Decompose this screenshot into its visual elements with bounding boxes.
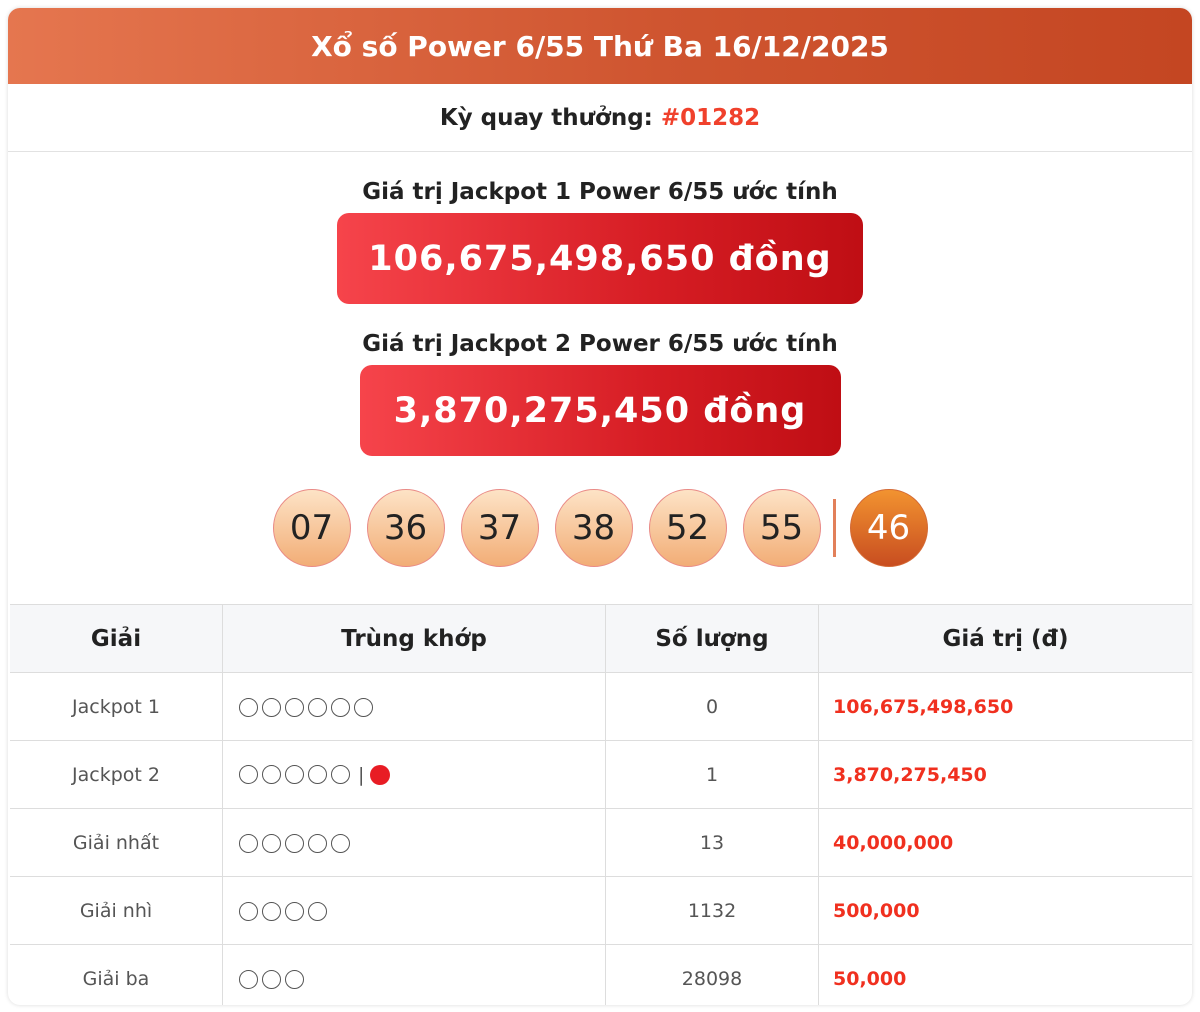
draw-label: Kỳ quay thưởng: [439, 104, 653, 131]
special-number-ball: 46 [849, 489, 928, 567]
col-prize: Giải [10, 604, 223, 673]
match-circle-icon [262, 697, 281, 717]
jackpot1-label: Giá trị Jackpot 1 Power 6/55 ước tính [362, 179, 838, 205]
prize-name: Jackpot 2 [10, 740, 223, 809]
match-circle-icon [331, 833, 350, 853]
prize-value: 40,000,000 [818, 808, 1192, 877]
table-row: Jackpot 2 | 1 3,870,275,450 [10, 740, 1192, 809]
prize-name: Giải nhì [10, 876, 223, 945]
match-pattern [222, 672, 606, 741]
winner-count: 1132 [605, 876, 819, 945]
winner-count: 1 [605, 740, 819, 809]
jackpot2-value: 3,870,275,450 đồng [359, 365, 841, 456]
match-circle-icon [308, 901, 327, 921]
match-circle-icon [285, 969, 304, 989]
match-circle-icon [262, 969, 281, 989]
col-count: Số lượng [605, 604, 819, 673]
prize-value: 3,870,275,450 [818, 740, 1192, 809]
col-match: Trùng khớp [222, 604, 606, 673]
number-ball: 07 [272, 489, 351, 567]
prize-table: Giải Trùng khớp Số lượng Giá trị (đ) Jac… [10, 604, 1192, 1005]
match-circle-icon [239, 833, 258, 853]
winner-count: 0 [605, 672, 819, 741]
match-pattern: | [222, 740, 606, 809]
match-circle-icon [331, 697, 350, 717]
number-ball: 37 [460, 489, 539, 567]
number-ball: 55 [742, 489, 821, 567]
match-circle-icon [262, 833, 281, 853]
special-match-dot-icon [370, 764, 391, 785]
number-ball: 52 [648, 489, 727, 567]
table-row: Giải ba 28098 50,000 [10, 944, 1192, 1005]
match-pattern [222, 808, 606, 877]
match-pattern [222, 944, 606, 1005]
winning-numbers: 07 36 37 38 52 55 46 [8, 489, 1192, 567]
match-circle-icon [239, 765, 258, 785]
winner-count: 28098 [605, 944, 819, 1005]
prize-name: Giải ba [10, 944, 223, 1005]
page-title: Xổ số Power 6/55 Thứ Ba 16/12/2025 [8, 8, 1192, 84]
prize-value: 50,000 [818, 944, 1192, 1005]
table-row: Giải nhì 1132 500,000 [10, 876, 1192, 945]
prize-name: Jackpot 1 [10, 672, 223, 741]
separator: | [358, 763, 365, 786]
jackpot1-value: 106,675,498,650 đồng [337, 213, 863, 304]
match-circle-icon [262, 765, 281, 785]
match-circle-icon [308, 765, 327, 785]
match-circle-icon [331, 765, 350, 785]
results-card: Xổ số Power 6/55 Thứ Ba 16/12/2025 Kỳ qu… [8, 8, 1192, 1005]
match-circle-icon [354, 697, 373, 717]
number-ball: 36 [366, 489, 445, 567]
match-circle-icon [285, 833, 304, 853]
match-circle-icon [285, 765, 304, 785]
match-circle-icon [239, 697, 258, 717]
match-circle-icon [285, 697, 304, 717]
draw-id: #01282 [660, 104, 761, 131]
table-row: Giải nhất 13 40,000,000 [10, 808, 1192, 877]
match-circle-icon [239, 969, 258, 989]
match-pattern [222, 876, 606, 945]
divider [832, 499, 836, 557]
prize-name: Giải nhất [10, 808, 223, 877]
draw-info: Kỳ quay thưởng: #01282 [8, 84, 1192, 152]
prize-value: 106,675,498,650 [818, 672, 1192, 741]
match-circle-icon [308, 697, 327, 717]
winner-count: 13 [605, 808, 819, 877]
col-value: Giá trị (đ) [818, 604, 1192, 673]
prize-value: 500,000 [818, 876, 1192, 945]
match-circle-icon [285, 901, 304, 921]
match-circle-icon [262, 901, 281, 921]
match-circle-icon [239, 901, 258, 921]
number-ball: 38 [554, 489, 633, 567]
jackpot2-label: Giá trị Jackpot 2 Power 6/55 ước tính [362, 331, 838, 357]
match-circle-icon [308, 833, 327, 853]
table-row: Jackpot 1 0 106,675,498,650 [10, 672, 1192, 741]
